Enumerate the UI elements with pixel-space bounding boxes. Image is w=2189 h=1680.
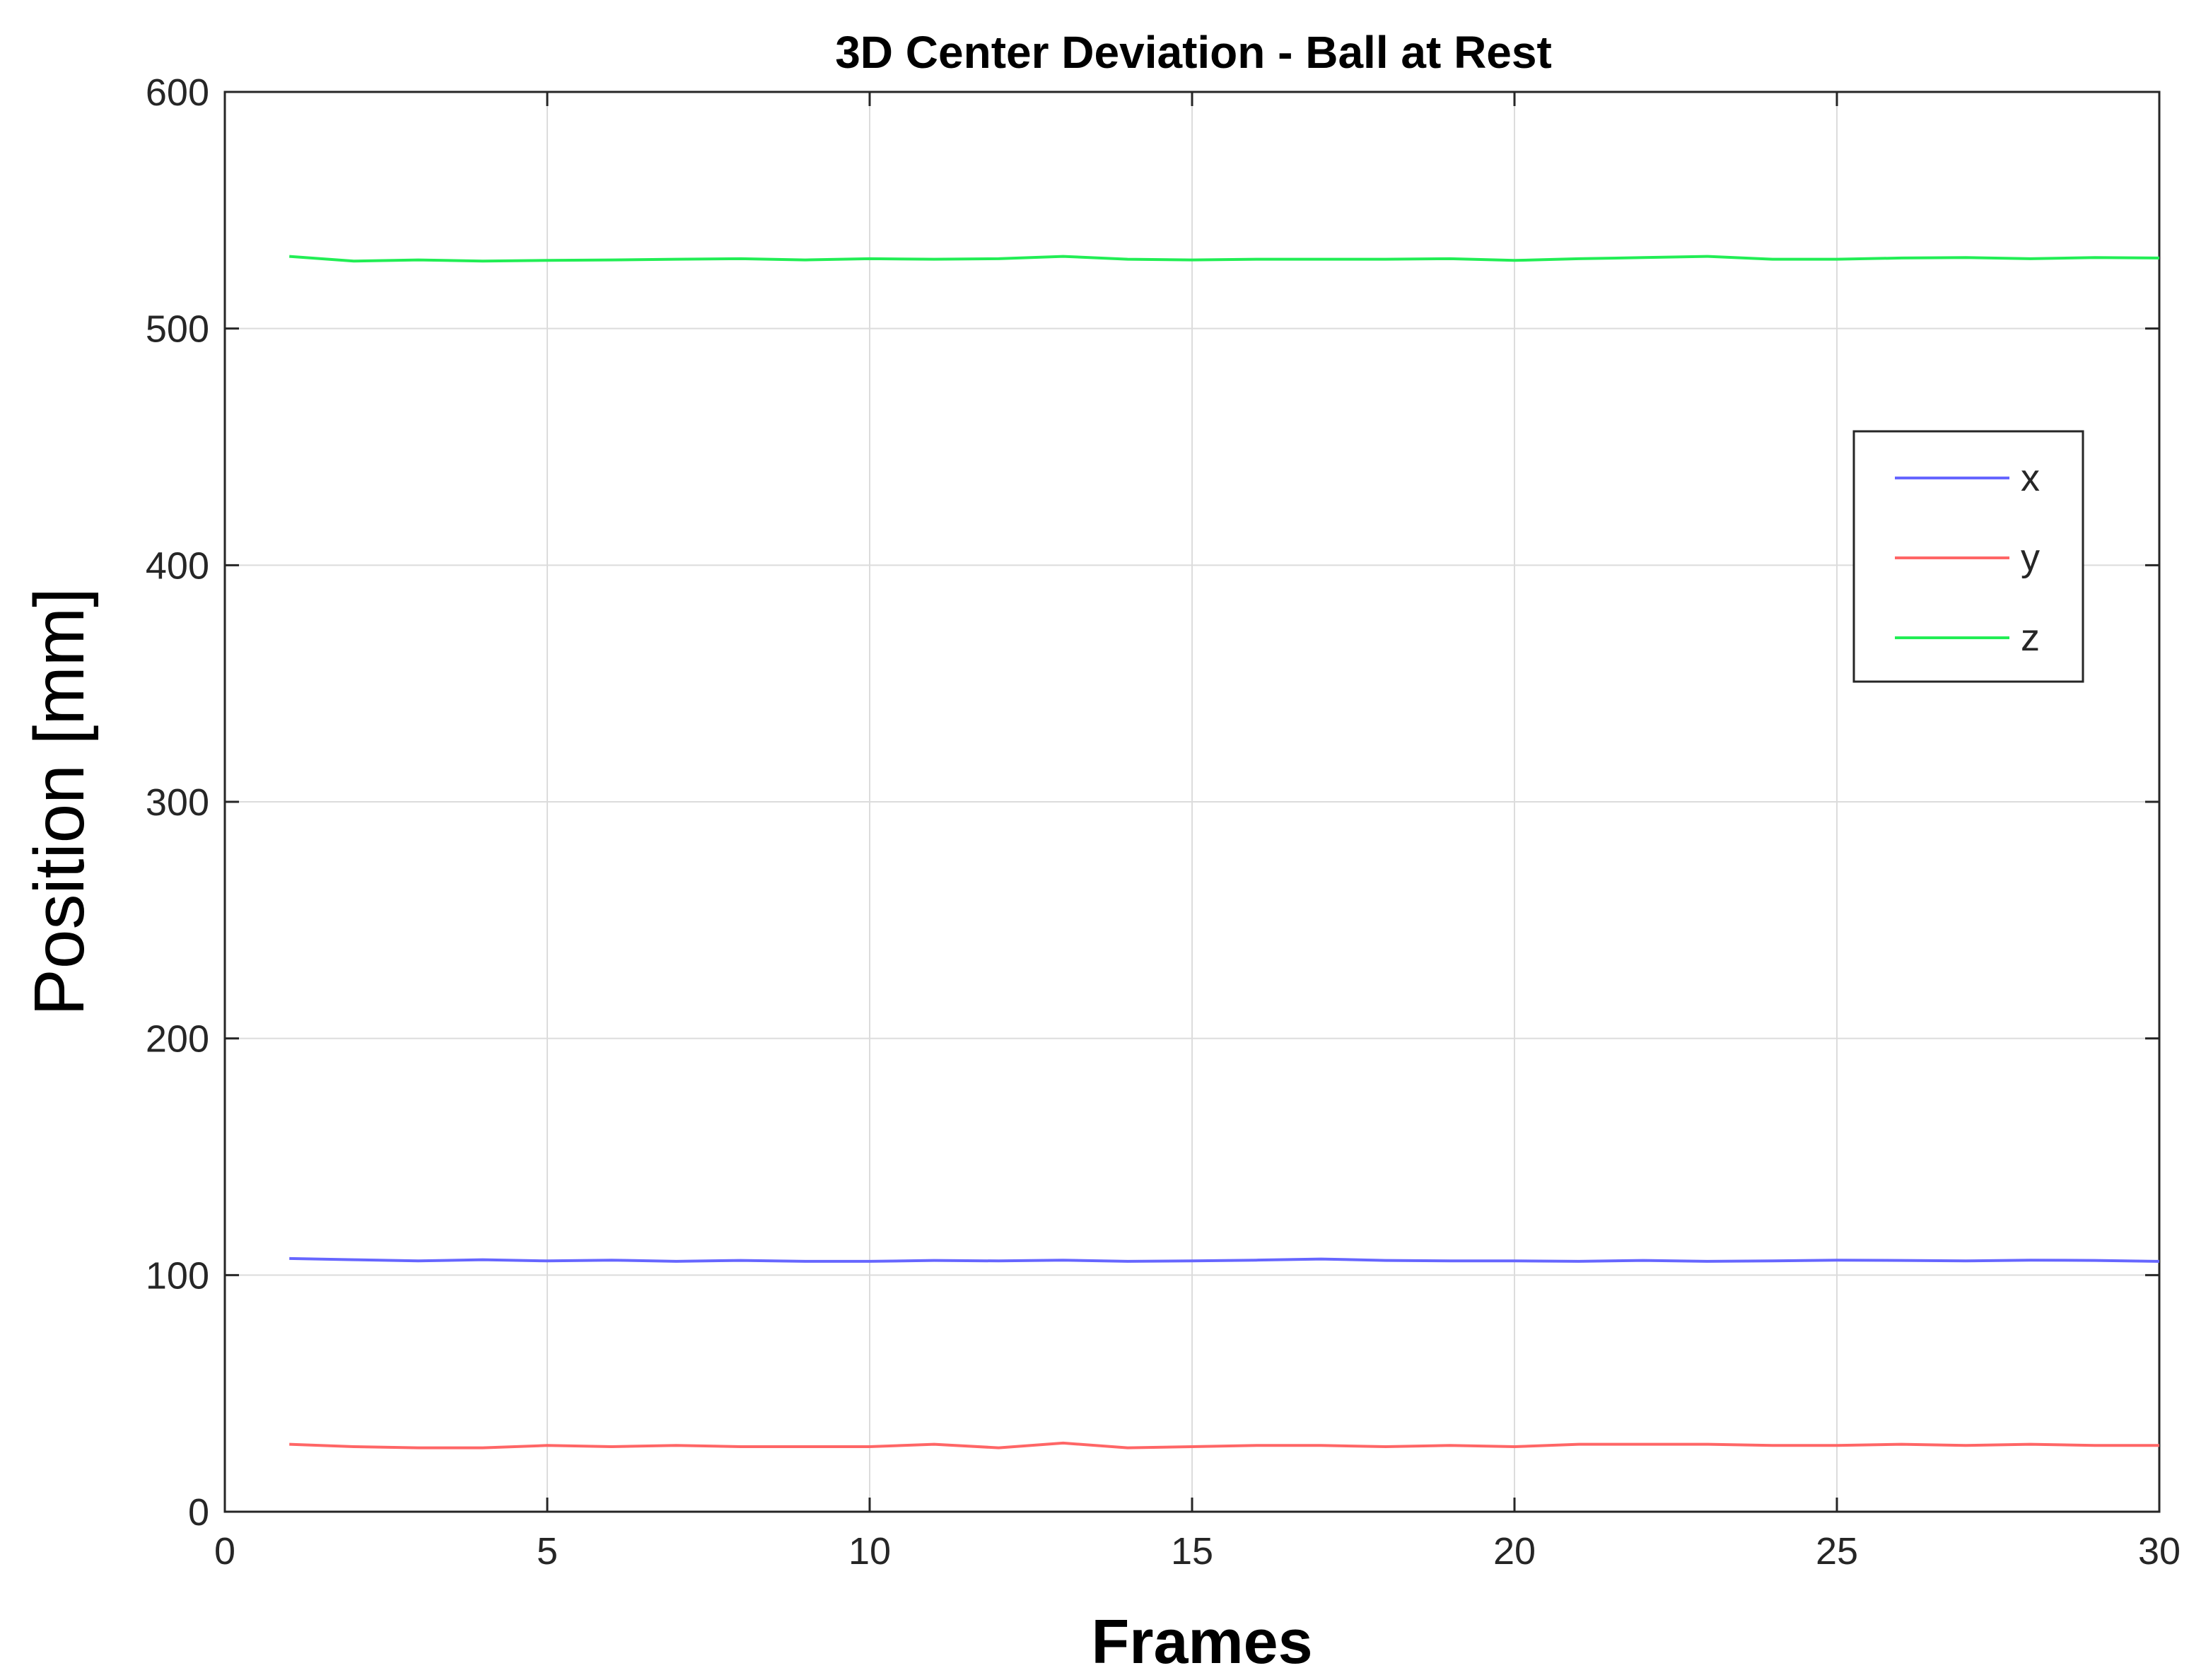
series-lines (289, 255, 2160, 1449)
series-line-y (289, 1441, 2159, 1449)
x-tick-label: 25 (1816, 1530, 1858, 1573)
x-axis-label: Frames (1091, 1606, 1312, 1676)
y-tick-label: 0 (188, 1491, 209, 1534)
grid (225, 92, 2159, 1512)
y-tick-label: 300 (146, 781, 209, 824)
x-tick-label: 5 (537, 1530, 558, 1573)
y-tick-label: 100 (146, 1254, 209, 1297)
legend-label-z: z (2021, 617, 2040, 659)
legend: xyz (1852, 430, 2084, 683)
x-tick-label: 20 (1493, 1530, 1536, 1573)
legend-label-y: y (2021, 537, 2040, 579)
x-tick-label: 15 (1171, 1530, 1213, 1573)
y-tick-label: 200 (146, 1018, 209, 1061)
x-tick-label: 30 (2138, 1530, 2181, 1573)
x-tick-label: 0 (214, 1530, 235, 1573)
chart-title: 3D Center Deviation - Ball at Rest (835, 27, 1552, 78)
legend-label-x: x (2021, 457, 2040, 499)
y-tick-label: 400 (146, 544, 209, 587)
series-line-x (289, 1256, 2160, 1263)
y-tick-label: 500 (146, 308, 209, 351)
series-line-z (289, 255, 2160, 263)
y-tick-label: 600 (146, 71, 209, 114)
y-axis-label: Position [mm] (20, 588, 99, 1016)
x-tick-label: 10 (848, 1530, 891, 1573)
